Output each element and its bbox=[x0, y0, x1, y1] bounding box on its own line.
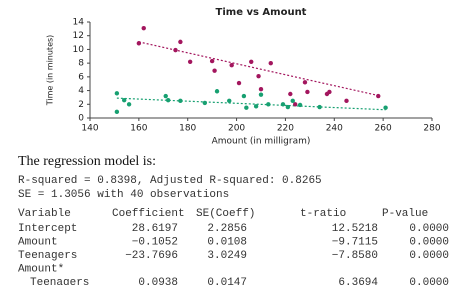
table-header: SE(Coeff) bbox=[196, 208, 255, 220]
row-label: Amount bbox=[18, 236, 58, 248]
x-tick-label: 200 bbox=[228, 124, 245, 134]
x-tick-label: 180 bbox=[179, 124, 196, 134]
y-tick-label: 12 bbox=[73, 31, 84, 41]
point bbox=[141, 25, 146, 31]
point bbox=[178, 39, 183, 45]
y-tick-label: 2 bbox=[78, 100, 84, 110]
x-tick-label: 280 bbox=[423, 124, 440, 134]
y-tick-label: 10 bbox=[73, 45, 85, 55]
point bbox=[302, 80, 308, 85]
point bbox=[136, 41, 142, 46]
cell: 2.2856 bbox=[207, 223, 247, 235]
y-tick-label: 0 bbox=[78, 114, 84, 124]
cell: 28.6197 bbox=[132, 223, 178, 235]
point bbox=[376, 93, 381, 99]
point bbox=[253, 104, 259, 109]
point bbox=[178, 98, 183, 104]
point bbox=[187, 59, 193, 64]
cell: 12.5218 bbox=[332, 223, 378, 235]
point bbox=[163, 93, 168, 99]
point bbox=[305, 89, 310, 95]
point bbox=[256, 73, 261, 79]
cell: 6.3694 bbox=[338, 277, 378, 285]
point bbox=[258, 87, 264, 92]
point bbox=[297, 102, 303, 108]
point bbox=[241, 93, 247, 99]
point bbox=[280, 102, 286, 107]
chart-title: Time vs Amount bbox=[216, 7, 307, 18]
y-tick-label: 4 bbox=[78, 86, 84, 96]
cell: 0.0000 bbox=[409, 223, 449, 235]
table-header: Variable bbox=[18, 208, 71, 220]
point bbox=[173, 47, 178, 53]
cell: −23.7696 bbox=[125, 250, 178, 262]
cell: 0.0000 bbox=[409, 236, 449, 248]
point bbox=[122, 97, 127, 103]
point bbox=[244, 105, 249, 110]
point bbox=[227, 98, 232, 104]
row-label: Teenagers bbox=[18, 250, 77, 262]
stat-line: R-squared = 0.8398, Adjusted R-squared: … bbox=[18, 175, 322, 187]
point bbox=[344, 98, 349, 104]
x-axis-label: Amount (in milligram) bbox=[212, 137, 311, 147]
x-tick-label: 220 bbox=[277, 124, 294, 134]
x-tick-label: 140 bbox=[81, 124, 98, 134]
fit-line bbox=[138, 41, 381, 97]
point bbox=[290, 98, 295, 104]
point bbox=[383, 105, 388, 110]
point bbox=[266, 102, 271, 107]
stat-line: SE = 1.3056 with 40 observations bbox=[18, 189, 229, 201]
cell: −9.7115 bbox=[332, 236, 378, 248]
point bbox=[317, 104, 322, 110]
point bbox=[293, 102, 298, 107]
point bbox=[212, 68, 217, 73]
cell: 0.0000 bbox=[409, 277, 449, 285]
point bbox=[214, 89, 220, 94]
y-tick-label: 6 bbox=[78, 72, 84, 82]
y-axis-label: Time (in minutes) bbox=[46, 35, 55, 107]
y-tick-label: 8 bbox=[78, 59, 84, 69]
cell: 0.0000 bbox=[409, 250, 449, 262]
point bbox=[126, 102, 132, 107]
cell: −7.8580 bbox=[332, 250, 378, 262]
point bbox=[258, 92, 264, 97]
point bbox=[285, 104, 291, 110]
table-header: t-ratio bbox=[300, 208, 346, 220]
point bbox=[229, 62, 234, 68]
x-tick-label: 240 bbox=[326, 124, 343, 134]
point bbox=[114, 109, 120, 115]
point bbox=[236, 80, 242, 86]
row-label: Intercept bbox=[18, 223, 77, 235]
row-label: Teenagers bbox=[30, 277, 89, 285]
cell: 0.0147 bbox=[207, 277, 247, 285]
point bbox=[202, 100, 208, 106]
cell: 3.0249 bbox=[207, 250, 247, 262]
fit-line bbox=[116, 97, 386, 111]
row-label: Amount* bbox=[18, 263, 64, 275]
point bbox=[268, 60, 273, 66]
cell: 0.0938 bbox=[138, 277, 178, 285]
point bbox=[209, 58, 215, 64]
cell: −0.1052 bbox=[132, 236, 178, 248]
table-header: Coefficient bbox=[112, 208, 185, 220]
heading: The regression model is: bbox=[18, 154, 156, 169]
x-tick-label: 160 bbox=[130, 124, 147, 134]
cell: 0.0108 bbox=[207, 236, 247, 248]
y-tick-label: 14 bbox=[73, 18, 85, 28]
point bbox=[114, 91, 120, 96]
point bbox=[165, 97, 171, 103]
x-tick-label: 260 bbox=[375, 124, 392, 134]
table-header: P-value bbox=[382, 208, 428, 220]
point bbox=[249, 59, 254, 64]
point bbox=[288, 91, 293, 97]
point bbox=[327, 89, 332, 95]
